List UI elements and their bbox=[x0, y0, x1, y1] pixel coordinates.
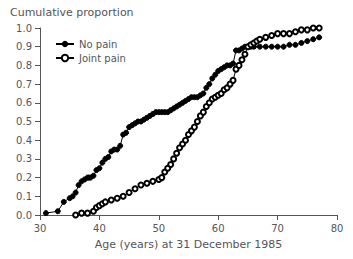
svg-text:70: 70 bbox=[271, 223, 284, 234]
svg-text:80: 80 bbox=[331, 223, 344, 234]
svg-text:40: 40 bbox=[93, 223, 106, 234]
svg-text:No pain: No pain bbox=[79, 39, 117, 50]
svg-text:0.2: 0.2 bbox=[16, 172, 32, 183]
svg-text:50: 50 bbox=[152, 223, 165, 234]
svg-text:0.0: 0.0 bbox=[16, 210, 32, 221]
svg-text:0.8: 0.8 bbox=[16, 60, 32, 71]
svg-text:Cumulative proportion: Cumulative proportion bbox=[10, 6, 134, 19]
svg-text:1.0: 1.0 bbox=[16, 23, 32, 34]
svg-text:0.9: 0.9 bbox=[16, 41, 32, 52]
svg-text:60: 60 bbox=[212, 223, 225, 234]
svg-text:0.1: 0.1 bbox=[16, 191, 32, 202]
svg-text:0.6: 0.6 bbox=[16, 97, 32, 108]
svg-text:Age (years) at 31 December 198: Age (years) at 31 December 1985 bbox=[95, 238, 283, 251]
svg-text:30: 30 bbox=[34, 223, 47, 234]
svg-text:0.3: 0.3 bbox=[16, 153, 32, 164]
svg-text:0.5: 0.5 bbox=[16, 116, 32, 127]
svg-text:Joint pain: Joint pain bbox=[78, 53, 126, 64]
svg-text:0.7: 0.7 bbox=[16, 79, 32, 90]
svg-text:0.4: 0.4 bbox=[16, 135, 32, 146]
